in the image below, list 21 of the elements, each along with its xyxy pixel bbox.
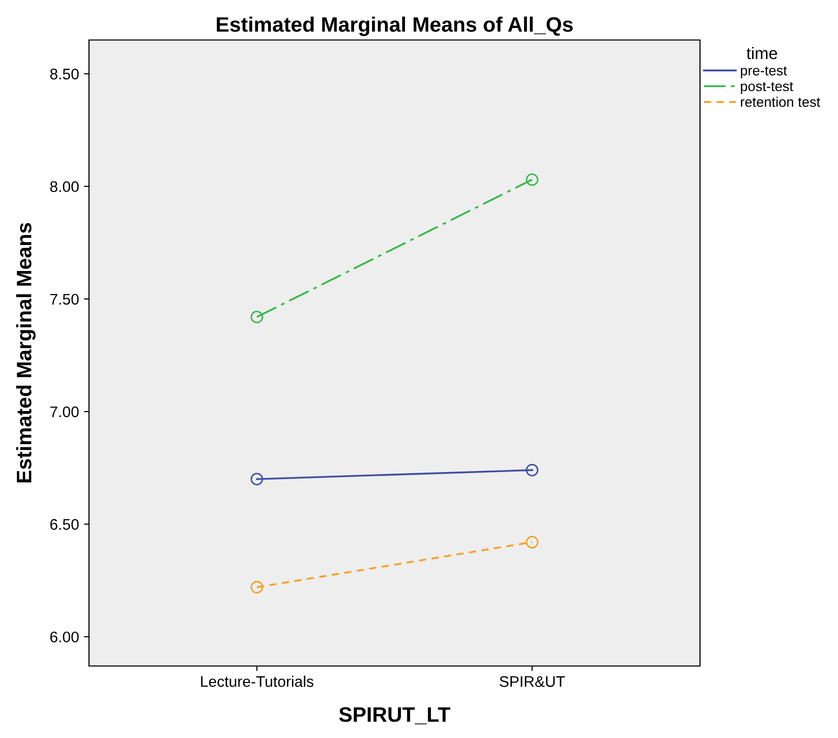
x-axis-title: SPIRUT_LT xyxy=(339,707,450,724)
y-axis-title: Estimated Marginal Means xyxy=(16,223,36,482)
y-tick-label: 8.00 xyxy=(50,181,79,192)
point xyxy=(250,472,264,486)
legend-title: time xyxy=(746,46,778,60)
chart-title: Estimated Marginal Means of All_Qs xyxy=(216,16,573,36)
y-tick-label: 6.50 xyxy=(50,519,79,530)
point xyxy=(250,310,264,324)
y-tick-label: 6.00 xyxy=(50,632,79,642)
x-tick-label: SPIR&UT xyxy=(500,676,565,687)
point xyxy=(526,173,538,186)
point xyxy=(526,464,538,476)
legend-label: retention test xyxy=(740,96,820,107)
point xyxy=(250,580,264,594)
legend-label: pre-test xyxy=(740,66,787,78)
y-tick-label: 7.50 xyxy=(50,294,79,305)
point xyxy=(526,536,538,548)
y-tick-label: 8.50 xyxy=(50,68,79,80)
y-tick-label: 7.00 xyxy=(50,406,79,418)
x-tick-label: Lecture-Tutorials xyxy=(201,676,314,687)
legend-label: post-test xyxy=(740,82,794,94)
